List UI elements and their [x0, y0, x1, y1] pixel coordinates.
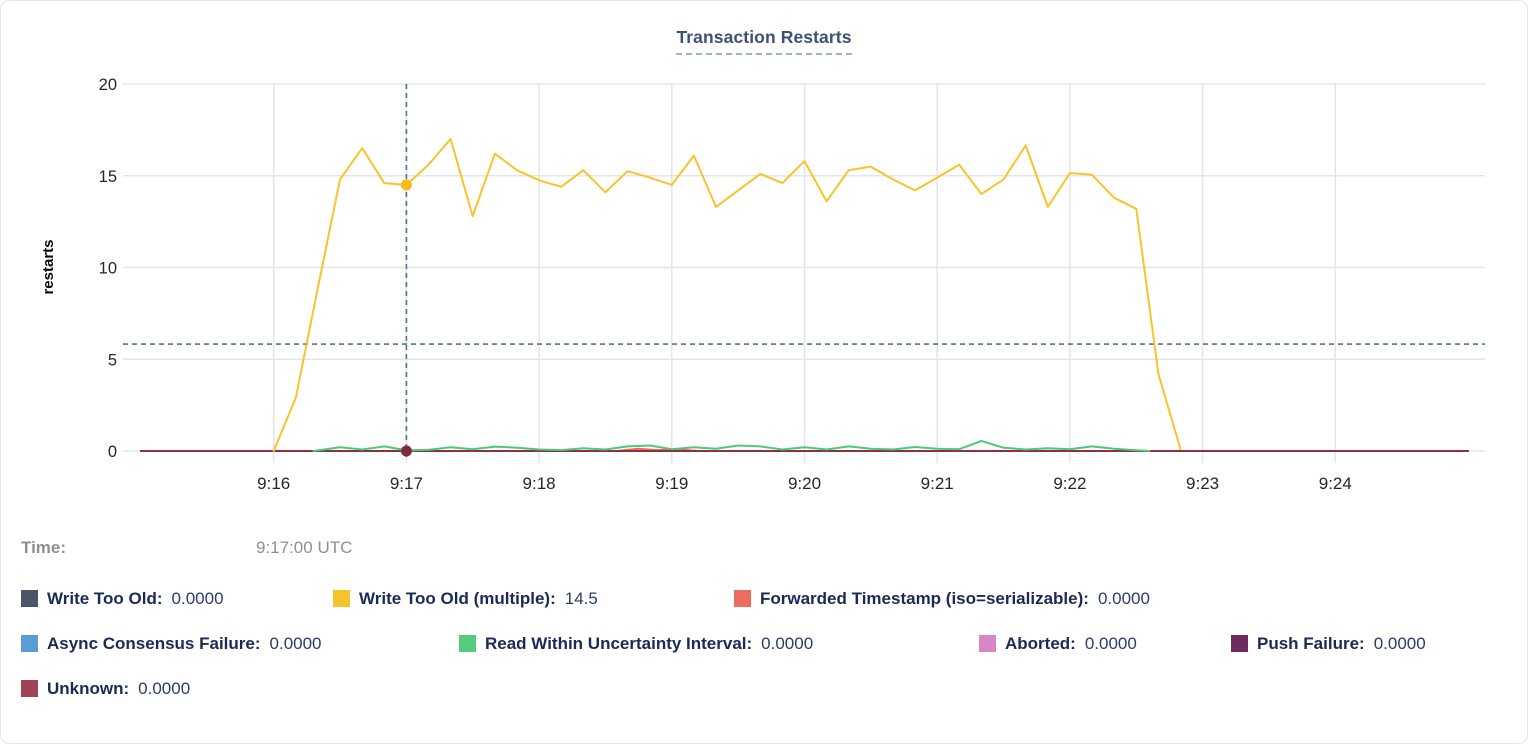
legend-item-write-too-old: Write Too Old: 0.0000 [21, 589, 224, 609]
legend-label: Forwarded Timestamp (iso=serializable): [760, 589, 1089, 608]
legend-item-write-too-old-multiple: Write Too Old (multiple): 14.5 [333, 589, 598, 609]
legend-row: Async Consensus Failure: 0.0000 Read Withi… [1, 634, 1527, 660]
legend-swatch [1231, 635, 1248, 652]
legend-swatch [333, 590, 350, 607]
y-tick-label: 10 [99, 260, 117, 278]
crosshair-dot-unknown [400, 445, 412, 457]
legend-value: 0.0000 [269, 634, 322, 653]
legend-item-forwarded-timestamp-iso-serializable: Forwarded Timestamp (iso=serializable): 0… [734, 589, 1150, 609]
legend-row: Unknown: 0.0000 [1, 679, 1527, 705]
legend-value: 0.0000 [1097, 589, 1150, 608]
legend-item-push-failure: Push Failure: 0.0000 [1231, 634, 1426, 654]
legend-label: Unknown: [47, 679, 130, 698]
legend-label: Read Within Uncertainty Interval: [485, 634, 753, 653]
x-tick-label: 9:19 [655, 474, 688, 493]
chart-title-wrap: Transaction Restarts [1, 27, 1527, 55]
transaction-restarts-chart[interactable]: 0 5 10 15 20 9:16 9:17 9:18 9:19 9:20 9:21 9:22 9:23… [1, 1, 1527, 517]
legend-value: 0.0000 [761, 634, 814, 653]
chart-plot-area[interactable] [123, 84, 1485, 457]
legend-label: Aborted: [1005, 634, 1076, 653]
legend-value: 0.0000 [138, 679, 191, 698]
x-tick-label: 9:18 [523, 474, 556, 493]
legend-label: Write Too Old: [47, 589, 163, 608]
x-tick-label: 9:22 [1053, 474, 1086, 493]
legend-label: Push Failure: [1257, 634, 1365, 653]
hover-time-value: 9:17:00 UTC [256, 538, 353, 557]
legend-label: Async Consensus Failure: [47, 634, 261, 653]
x-tick-label: 9:17 [390, 474, 423, 493]
legend-swatch [979, 635, 996, 652]
y-tick-label: 0 [108, 443, 117, 461]
x-tick-label: 9:21 [921, 474, 954, 493]
legend-value: 0.0000 [1084, 634, 1137, 653]
hover-time-label: Time: [21, 538, 67, 557]
legend-swatch [734, 590, 751, 607]
y-tick-label: 15 [99, 168, 117, 186]
legend-label: Write Too Old (multiple): [359, 589, 556, 608]
legend-item-read-within-uncertainty-interval: Read Within Uncertainty Interval: 0.0000 [459, 634, 813, 654]
crosshair-dot-write-too-old-multiple [400, 179, 412, 191]
legend-swatch [459, 635, 476, 652]
x-tick-label: 9:16 [257, 474, 290, 493]
legend-row: Write Too Old: 0.0000 Write Too Old (multi… [1, 589, 1527, 615]
legend-value: 0.0000 [171, 589, 224, 608]
x-tick-label: 9:23 [1186, 474, 1219, 493]
legend-swatch [21, 680, 38, 697]
x-tick-label: 9:20 [788, 474, 821, 493]
hover-time-row: Time: 9:17:00 UTC [21, 538, 621, 562]
legend-swatch [21, 590, 38, 607]
y-axis-title: restarts [40, 239, 57, 294]
series-line-write-too-old-multiple [272, 138, 1182, 452]
series-line-read-within-uncertainty-interval [312, 439, 1151, 452]
chart-title[interactable]: Transaction Restarts [676, 27, 852, 55]
y-tick-label: 20 [99, 76, 117, 94]
legend-item-aborted: Aborted: 0.0000 [979, 634, 1137, 654]
legend-value: 14.5 [564, 589, 598, 608]
legend-value: 0.0000 [1373, 634, 1426, 653]
legend-swatch [21, 635, 38, 652]
legend-item-async-consensus-failure: Async Consensus Failure: 0.0000 [21, 634, 322, 654]
legend-item-unknown: Unknown: 0.0000 [21, 679, 190, 699]
x-tick-label: 9:24 [1319, 474, 1352, 493]
y-tick-label: 5 [108, 351, 117, 369]
